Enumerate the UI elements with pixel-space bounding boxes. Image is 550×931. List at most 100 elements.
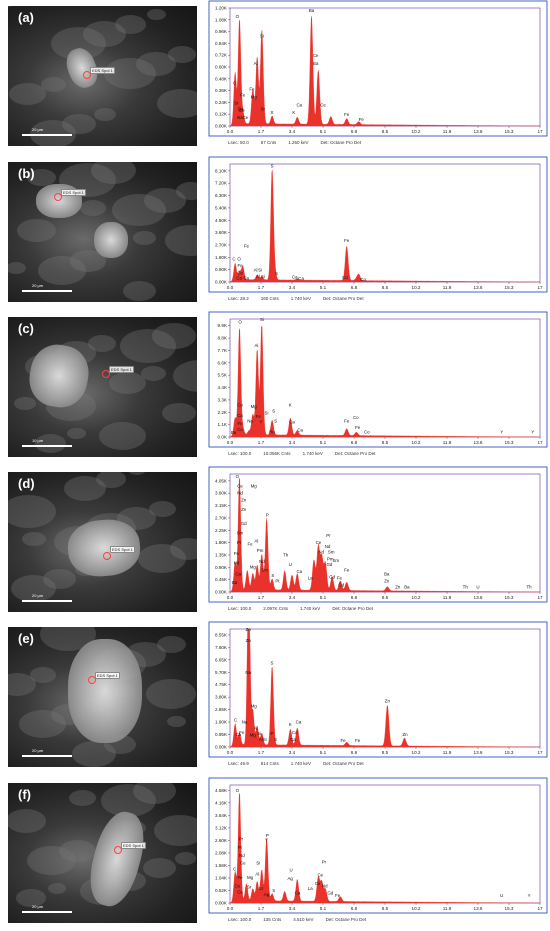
- x-tick-label: 0.0: [227, 285, 234, 290]
- peak-label: BaCe: [237, 115, 249, 120]
- x-tick-label: 6.8: [351, 129, 358, 134]
- scale-bar-label: 20 µm: [32, 748, 44, 753]
- y-tick-label: 2.60K: [215, 838, 228, 843]
- peak-label: Ce: [240, 860, 246, 865]
- spectrum-footer: Lsec: 49.9 814 Cnts 1.740 keV Det: Octane P…: [228, 761, 376, 766]
- peak-label: Ce: [317, 873, 323, 878]
- eds-spot-label: EDS Spot 1: [90, 67, 115, 74]
- peak-label: Fe: [256, 414, 262, 419]
- peak-label: Ba: [238, 106, 244, 111]
- scale-bar: [22, 445, 72, 447]
- peak-label: Nd: [259, 559, 265, 564]
- peak-label: Co: [353, 415, 359, 420]
- peak-label: Nd: [325, 544, 331, 549]
- peak-label: K: [292, 110, 295, 115]
- y-tick-label: 4.50K: [215, 218, 228, 223]
- peak-label: Zn: [402, 732, 408, 737]
- footer-kev: 4.510 keV: [293, 917, 314, 922]
- x-tick-label: 13.6: [474, 129, 483, 134]
- panel-label: (f): [18, 787, 31, 802]
- eds-spot-marker: [88, 676, 96, 684]
- peak-label: Fe: [237, 421, 243, 426]
- y-tick-label: 0.48K: [215, 76, 228, 81]
- peak-label: Pm: [327, 556, 334, 561]
- y-tick-label: 0.0K: [218, 435, 228, 440]
- peak-label: Nd: [322, 883, 328, 888]
- spectrum-svg: 0.00K 0.12K 0.24K 0.36K 0.48K 0.60K 0.72K 0.84K…: [208, 0, 548, 137]
- scale-bar: [22, 290, 72, 292]
- peak-label: P: [270, 731, 273, 736]
- peak-label: C: [233, 81, 236, 86]
- sem-texture: [94, 108, 116, 122]
- y-tick-label: 0.52K: [215, 888, 228, 893]
- peak-label: Ca: [292, 275, 298, 280]
- eds-spot-label: EDS Spot 1: [61, 189, 86, 196]
- peak-label: Cd: [292, 730, 298, 735]
- peak-label: Fe: [337, 576, 343, 581]
- y-tick-label: 4.16K: [215, 800, 228, 805]
- sem-texture: [99, 422, 146, 451]
- sem-micrograph: (a) EDS Spot 1 20 µm: [8, 6, 197, 146]
- sem-texture: [175, 852, 196, 865]
- panel-f: (f) EDS Spot 1 20 µm 0.00K 0.52K 1.04K 1.56K 2.…: [0, 777, 550, 929]
- peak-label: C: [232, 257, 235, 262]
- peak-label: Fe: [355, 738, 361, 743]
- footer-cnts: 135 Cnts: [263, 917, 282, 922]
- y-tick-label: 6.30K: [215, 193, 228, 198]
- footer-det: Det: Octane Pro Det: [323, 296, 364, 301]
- y-tick-label: 4.05K: [215, 478, 228, 483]
- peak-label: Na: [242, 719, 248, 724]
- sem-micrograph: (f) EDS Spot 1 20 µm: [8, 783, 197, 923]
- y-tick-label: 0.36K: [215, 88, 228, 93]
- sem-texture: [91, 162, 136, 184]
- peak-label: S: [272, 408, 275, 413]
- y-tick-label: 6.65K: [215, 657, 228, 662]
- y-tick-label: 5.70K: [215, 670, 228, 675]
- eds-spectrum: 0.00K 0.12K 0.24K 0.36K 0.48K 0.60K 0.72K 0.84K…: [208, 0, 550, 152]
- particle: [94, 222, 128, 258]
- scale-bar-label: 20 µm: [32, 283, 44, 288]
- footer-kev: 1.740 keV: [290, 761, 312, 766]
- peak-label: Fe: [340, 738, 346, 743]
- peak-label: Pm: [257, 548, 264, 553]
- peak-label: Ru: [269, 430, 275, 435]
- peak-label: Fe: [344, 418, 350, 423]
- x-tick-label: 15.3: [505, 595, 514, 600]
- x-tick-label: 10.2: [412, 129, 421, 134]
- x-tick-label: 11.9: [443, 906, 452, 911]
- peak-label: O: [237, 257, 241, 262]
- spectrum-frame: [208, 311, 548, 448]
- spectrum-footer: Lsec: 100.0 10.056K Cnts 1.740 keV Det: Oct…: [228, 451, 387, 456]
- y-tick-label: 2.85K: [215, 707, 228, 712]
- sem-texture: [27, 846, 76, 876]
- peak-label: Mg: [251, 484, 258, 489]
- peak-label: Th: [526, 585, 532, 590]
- sem-texture: [149, 501, 176, 518]
- peak-label: Si: [258, 268, 262, 273]
- sem-texture: [8, 495, 56, 528]
- sem-texture: [96, 472, 126, 488]
- peak-label: O: [236, 474, 240, 479]
- x-tick-label: 10.2: [412, 906, 421, 911]
- y-tick-label: 3.12K: [215, 825, 228, 830]
- spectrum-footer: Lsec: 50.0 67 Cnts 1.250 keV Det: Octane Pr…: [228, 140, 373, 145]
- x-tick-label: 15.3: [505, 285, 514, 290]
- peak-label: Ca: [295, 891, 301, 896]
- peak-label: Nd: [237, 491, 243, 496]
- spectrum-area: [229, 477, 540, 593]
- sem-texture: [83, 21, 126, 47]
- eds-spectrum: 0.0K 1.1K 2.2K 3.3K 4.4K 5.5K 6.6K 7.7K 8.8K 9.9K…: [208, 311, 550, 463]
- sem-texture: [62, 114, 96, 135]
- y-tick-label: 1.20K: [215, 6, 228, 11]
- peak-label: S: [274, 418, 277, 423]
- sem-texture: [35, 434, 66, 453]
- peak-label: Pr: [322, 859, 327, 864]
- panel-label: (b): [18, 166, 35, 181]
- eds-spot-label: EDS Spot 1: [121, 842, 146, 849]
- peak-label: Zn: [241, 507, 247, 512]
- peak-label: U: [476, 585, 479, 590]
- x-tick-label: 6.8: [351, 440, 358, 445]
- spectrum-svg: 0.00K 0.45K 0.90K 1.35K 1.80K 2.25K 2.70K 3.15K…: [208, 466, 548, 603]
- x-tick-label: 1.7: [258, 750, 265, 755]
- footer-cnts: 160 Cnts: [260, 296, 279, 301]
